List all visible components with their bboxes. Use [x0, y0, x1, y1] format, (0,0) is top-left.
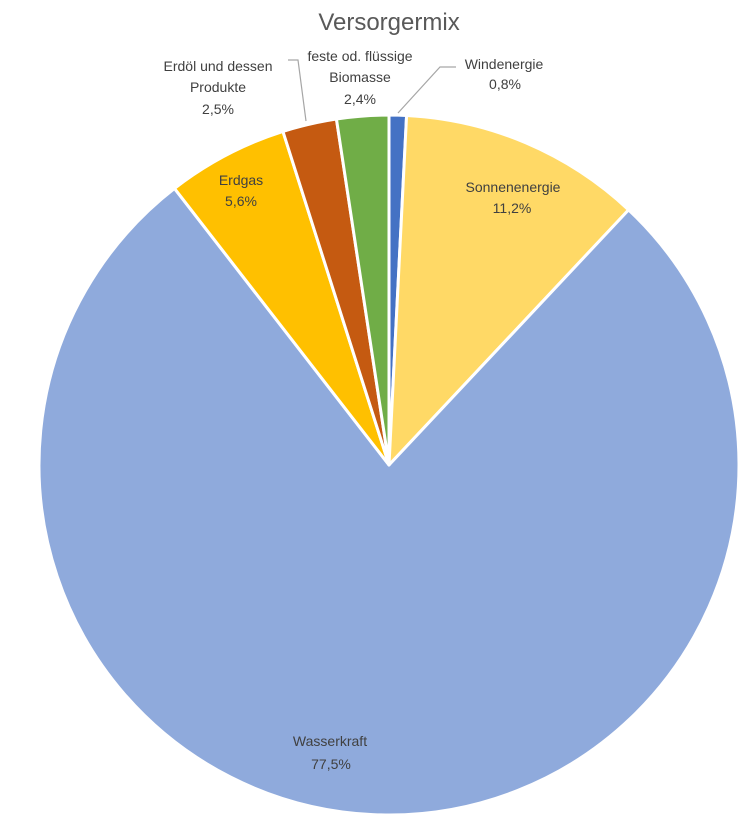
pie-slice-2: [37, 186, 741, 817]
leader-lines: [288, 59, 456, 122]
data-labels: Windenergie 0,8% Sonnenenergie 11,2% Wasserk…: [164, 48, 561, 772]
leader-line-4: [288, 59, 307, 122]
data-label-4-0: Erdöl und dessen: [164, 58, 273, 74]
data-label-0-1: 0,8%: [489, 76, 521, 92]
data-label-2-0: Wasserkraft: [293, 733, 367, 749]
data-label-5-2: 2,4%: [344, 91, 376, 107]
leader-line-0: [397, 66, 456, 114]
data-label-2-1: 77,5%: [311, 756, 351, 772]
data-label-0-0: Windenergie: [465, 56, 544, 72]
data-label-3-1: 5,6%: [225, 193, 257, 209]
data-label-4-2: 2,5%: [202, 101, 234, 117]
data-label-5-1: Biomasse: [329, 69, 391, 85]
pie-slice-1: [387, 113, 631, 467]
pie-slices: [37, 113, 741, 817]
pie-slice-5: [334, 113, 391, 467]
data-label-3-0: Erdgas: [219, 172, 263, 188]
chart-title: Versorgermix: [318, 9, 459, 36]
data-label-1-1: 11,2%: [493, 200, 532, 216]
data-label-1-0: Sonnenenergie: [466, 179, 561, 195]
data-label-5-0: feste od. flüssige: [307, 48, 412, 64]
data-label-4-1: Produkte: [190, 79, 246, 95]
